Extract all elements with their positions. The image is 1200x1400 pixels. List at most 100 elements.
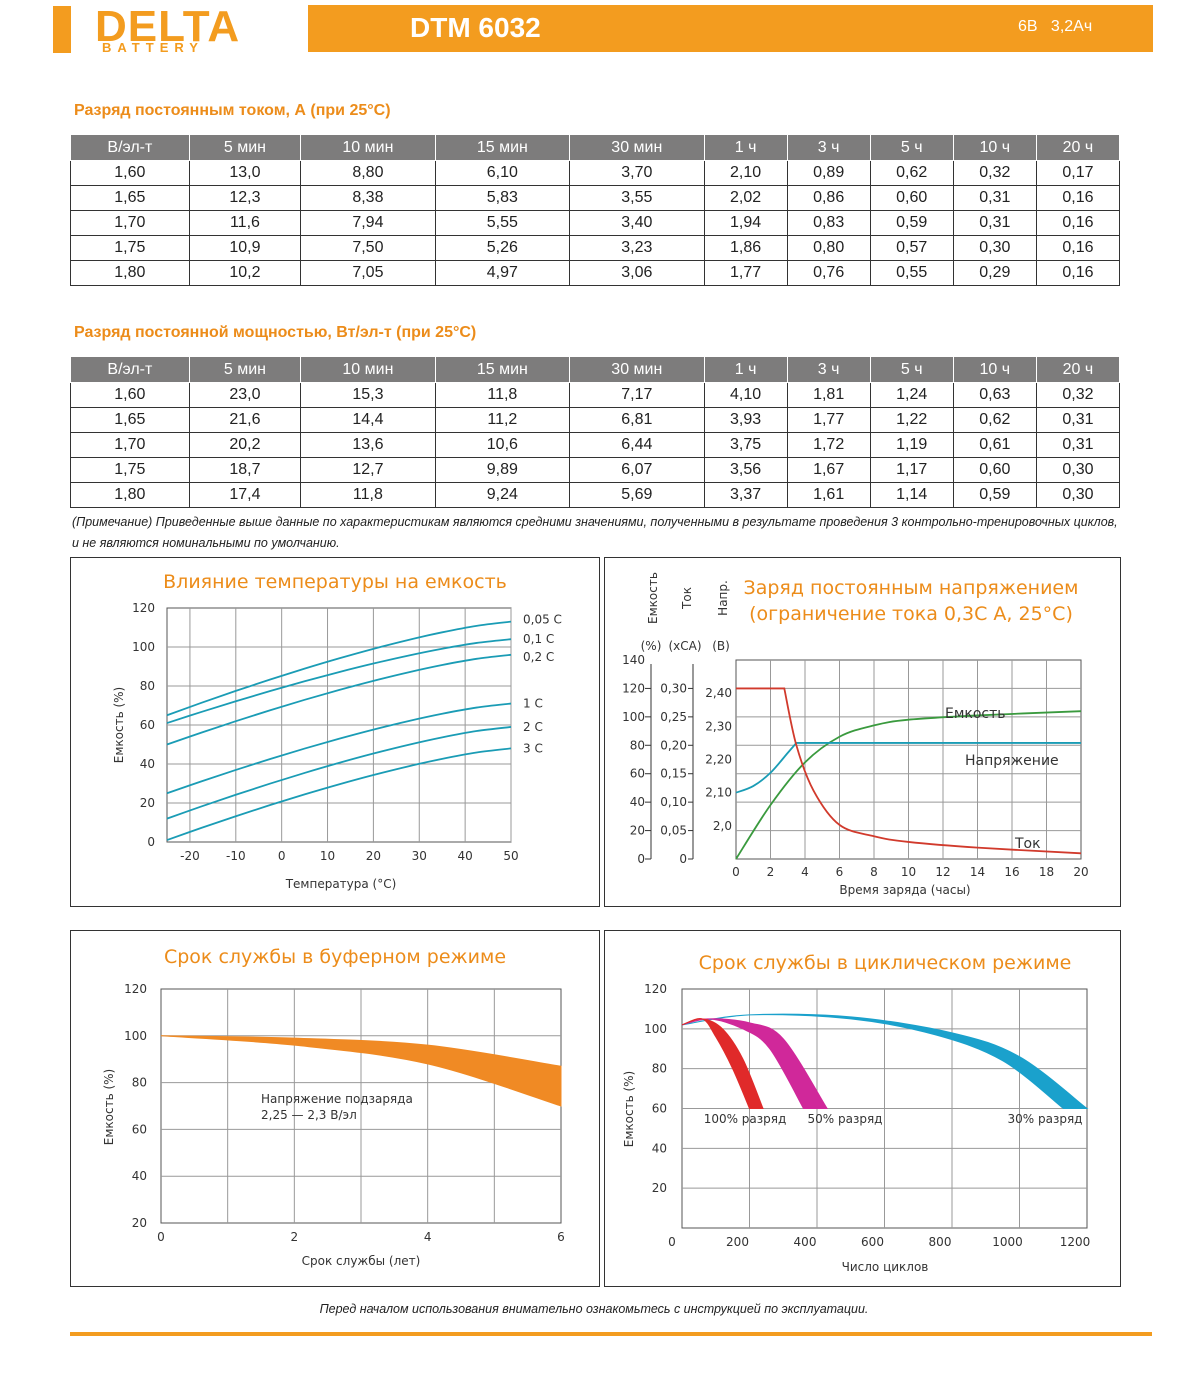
table-cell: 3,75 bbox=[703, 432, 788, 458]
table-cell: 11,6 bbox=[188, 210, 302, 236]
annotation-line: Напряжение подзаряда bbox=[261, 1092, 413, 1106]
col-header: В/эл-т bbox=[70, 134, 190, 161]
axis-header: Напр. bbox=[716, 580, 730, 616]
x-tick-label: 12 bbox=[935, 865, 950, 879]
table-cell: 1,86 bbox=[703, 235, 788, 261]
series-line bbox=[736, 687, 1082, 855]
table-cell: 3,93 bbox=[703, 407, 788, 433]
x-tick-label: 2 bbox=[767, 865, 775, 879]
table-cell: 6,07 bbox=[569, 457, 705, 483]
brand-logo: DELTA bbox=[95, 2, 241, 51]
y1-tick-label: 60 bbox=[630, 767, 645, 781]
table-cell: 1,60 bbox=[70, 160, 190, 186]
table-cell: 13,0 bbox=[188, 160, 302, 186]
x-axis-label: Срок службы (лет) bbox=[302, 1254, 421, 1268]
x-tick-label: 0 bbox=[732, 865, 740, 879]
table-row: 1,75 10,9 7,50 5,26 3,23 1,86 0,80 0,57 0,30 0,16 bbox=[70, 235, 1121, 261]
table-row: 1,75 18,7 12,7 9,89 6,07 3,56 1,67 1,17 0,60 0,30 bbox=[70, 457, 1121, 483]
x-tick-label: 30 bbox=[412, 849, 427, 863]
axis-unit: (хСА) bbox=[668, 639, 701, 653]
table-cell: 3,55 bbox=[569, 185, 705, 211]
col-header: 1 ч bbox=[703, 356, 788, 383]
table-cell: 3,23 bbox=[569, 235, 705, 261]
table-cell: 1,70 bbox=[70, 432, 190, 458]
chart-temperature: Влияние температуры на емкость -20 -10 0 10 2… bbox=[112, 571, 562, 891]
x-tick-label: 800 bbox=[929, 1235, 952, 1249]
table-cell: 1,61 bbox=[786, 482, 871, 508]
x-tick-label: 8 bbox=[870, 865, 878, 879]
y3-tick-label: 2,20 bbox=[705, 753, 732, 767]
series-line bbox=[166, 638, 512, 724]
x-tick-label: 200 bbox=[726, 1235, 749, 1249]
y-tick-label: 20 bbox=[140, 796, 155, 810]
table-cell: 1,60 bbox=[70, 382, 190, 408]
table-cell: 10,9 bbox=[188, 235, 302, 261]
series-label: 0,05 C bbox=[523, 613, 562, 627]
table-cell: 0,30 bbox=[1035, 482, 1121, 508]
y3-tick-label: 2,0 bbox=[713, 819, 732, 833]
col-header: 20 ч bbox=[1035, 356, 1121, 383]
x-tick-label: 1200 bbox=[1060, 1235, 1091, 1249]
brand-logo-sub: BATTERY bbox=[102, 40, 204, 55]
x-tick-label: 0 bbox=[278, 849, 286, 863]
table-cell: 0,31 bbox=[1035, 407, 1121, 433]
y-tick-label: 40 bbox=[140, 757, 155, 771]
table-cell: 7,94 bbox=[300, 210, 436, 236]
table-cell: 3,37 bbox=[703, 482, 788, 508]
table-cell: 1,80 bbox=[70, 260, 190, 286]
logo-bar bbox=[53, 6, 71, 53]
table-cell: 14,4 bbox=[300, 407, 436, 433]
col-header: 1 ч bbox=[703, 134, 788, 161]
y-tick-label: 60 bbox=[132, 1122, 147, 1136]
x-tick-label: 400 bbox=[794, 1235, 817, 1249]
table-cell: 0,31 bbox=[1035, 432, 1121, 458]
x-tick-label: 10 bbox=[320, 849, 335, 863]
footer-line bbox=[70, 1332, 1152, 1336]
table-cell: 23,0 bbox=[188, 382, 302, 408]
table-cell: 11,2 bbox=[434, 407, 571, 433]
table-cell: 5,69 bbox=[569, 482, 705, 508]
col-header: 20 ч bbox=[1035, 134, 1121, 161]
table-cell: 7,17 bbox=[569, 382, 705, 408]
y-tick-label: 20 bbox=[132, 1216, 147, 1230]
table-cell: 0,80 bbox=[786, 235, 871, 261]
chart-title: Срок службы в циклическом режиме bbox=[699, 952, 1072, 974]
chart-cycle-life-panel: Срок службы в циклическом режиме 0 200 400 6… bbox=[604, 930, 1121, 1287]
series-line bbox=[735, 710, 1082, 860]
table-cell: 1,14 bbox=[869, 482, 954, 508]
series-line bbox=[166, 726, 512, 820]
y2-tick-label: 0,05 bbox=[660, 824, 687, 838]
table-cell: 0,76 bbox=[786, 260, 871, 286]
area-band bbox=[681, 1018, 829, 1109]
table-cell: 1,94 bbox=[703, 210, 788, 236]
y-axis-label: Емкость (%) bbox=[102, 1069, 116, 1145]
y-tick-label: 80 bbox=[652, 1062, 667, 1076]
header-band bbox=[308, 5, 1153, 52]
table-cell: 1,70 bbox=[70, 210, 190, 236]
x-tick-label: 4 bbox=[801, 865, 809, 879]
table-cell: 12,7 bbox=[300, 457, 436, 483]
x-tick-label: -10 bbox=[226, 849, 246, 863]
col-header: 10 ч bbox=[952, 356, 1037, 383]
series-label: 2 C bbox=[523, 720, 543, 734]
y-tick-label: 100 bbox=[132, 640, 155, 654]
chart-title: Влияние температуры на емкость bbox=[163, 571, 507, 593]
chart-float-life-panel: Срок службы в буферном режиме 0 2 4 6 20 40 60 8… bbox=[70, 930, 600, 1287]
table-cell: 1,17 bbox=[869, 457, 954, 483]
table-cell: 6,10 bbox=[434, 160, 571, 186]
table-cell: 1,77 bbox=[703, 260, 788, 286]
series-label: Напряжение bbox=[965, 753, 1059, 769]
x-tick-label: 2 bbox=[291, 1230, 299, 1244]
series-line bbox=[166, 653, 512, 746]
y1-tick-label: 20 bbox=[630, 824, 645, 838]
col-header: 15 мин bbox=[434, 356, 571, 383]
table-cell: 0,60 bbox=[869, 185, 954, 211]
axis-unit: (В) bbox=[712, 639, 730, 653]
chart-title: Срок службы в буферном режиме bbox=[164, 946, 506, 968]
table-note: (Примечание) Приведенные выше данные по … bbox=[72, 515, 1118, 550]
table-cell: 0,16 bbox=[1035, 210, 1121, 236]
chart-subtitle: (ограничение тока 0,3С А, 25°С) bbox=[749, 603, 1073, 625]
table-row: 1,80 10,2 7,05 4,97 3,06 1,77 0,76 0,55 0,29 0,16 bbox=[70, 260, 1121, 286]
col-header: 5 мин bbox=[188, 356, 302, 383]
